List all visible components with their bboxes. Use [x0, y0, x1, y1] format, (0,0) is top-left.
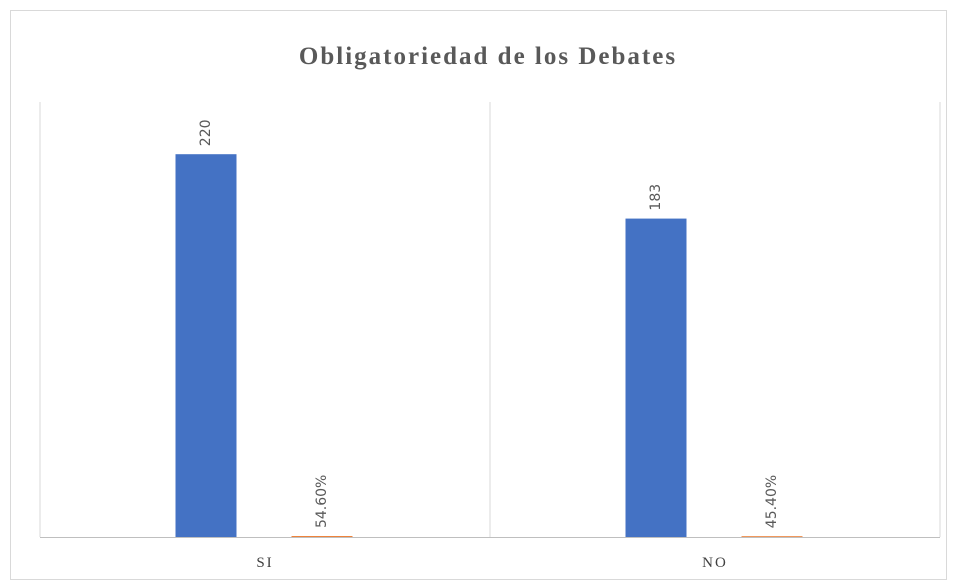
bar: [741, 536, 803, 537]
data-label: 45.40%: [764, 475, 780, 528]
data-label: 220: [198, 119, 214, 146]
data-label: 54.60%: [314, 475, 330, 528]
chart-frame: [10, 10, 947, 580]
bar: [625, 218, 687, 537]
chart-title: Obligatoriedad de los Debates: [299, 43, 677, 70]
data-label: 183: [648, 184, 664, 211]
x-tick-label: NO: [702, 555, 728, 571]
bar: [175, 154, 237, 537]
bar: [291, 536, 353, 537]
x-tick-label: SI: [256, 555, 273, 571]
